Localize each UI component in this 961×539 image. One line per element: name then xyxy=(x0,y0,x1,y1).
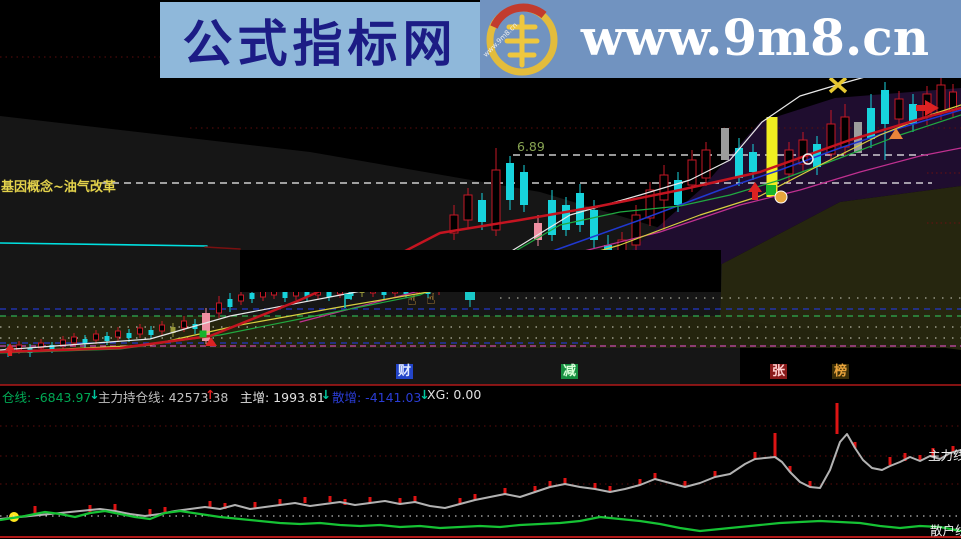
indicator-arrow-0: ↓ xyxy=(89,387,100,402)
retail-line-label: 散户线 xyxy=(930,523,961,538)
concept-label: 基因概念~油气改革 xyxy=(1,180,116,195)
site-name: 公式指标网 xyxy=(182,15,458,73)
indicator-item-2: 主增: 1993.81 xyxy=(240,390,325,405)
site-banner-left: 公式指标网 xyxy=(160,2,480,78)
indicator-arrow-1: ↑ xyxy=(205,387,216,402)
site-url: www.9m8.cn xyxy=(580,8,930,67)
indicator-item-0: 仓线: -6843.97 xyxy=(2,390,92,405)
svg-text:☝: ☝ xyxy=(407,291,416,309)
main-force-line-label: 主力线 xyxy=(928,448,961,463)
indicator-item-1: 主力持仓线: 42573.38 xyxy=(98,390,229,405)
price-level-label: 6.89 xyxy=(517,139,545,154)
marquee-tag-1[interactable]: 减 xyxy=(561,364,579,379)
marquee-tag-0[interactable]: 财 xyxy=(396,364,414,379)
indicator-item-4: XG: 0.00 xyxy=(427,387,482,402)
svg-text:☝: ☝ xyxy=(426,290,435,308)
marquee-tag-3[interactable]: 榜 xyxy=(832,364,850,379)
indicator-item-3: 散增: -4141.03 xyxy=(332,390,422,405)
site-logo xyxy=(486,3,558,76)
marquee-tag-2[interactable]: 张 xyxy=(770,364,788,379)
site-banner-right: www.9m8.cn www.9m8.cn xyxy=(480,0,961,78)
indicator-arrow-2: ↓ xyxy=(320,387,332,402)
indicator-arrow-3: ↓ xyxy=(419,387,430,402)
indicator-bar: 仓线: -6843.97 ↓ 主力持仓线: 42573.38 ↑ 主增: 1993.81… xyxy=(0,386,961,405)
